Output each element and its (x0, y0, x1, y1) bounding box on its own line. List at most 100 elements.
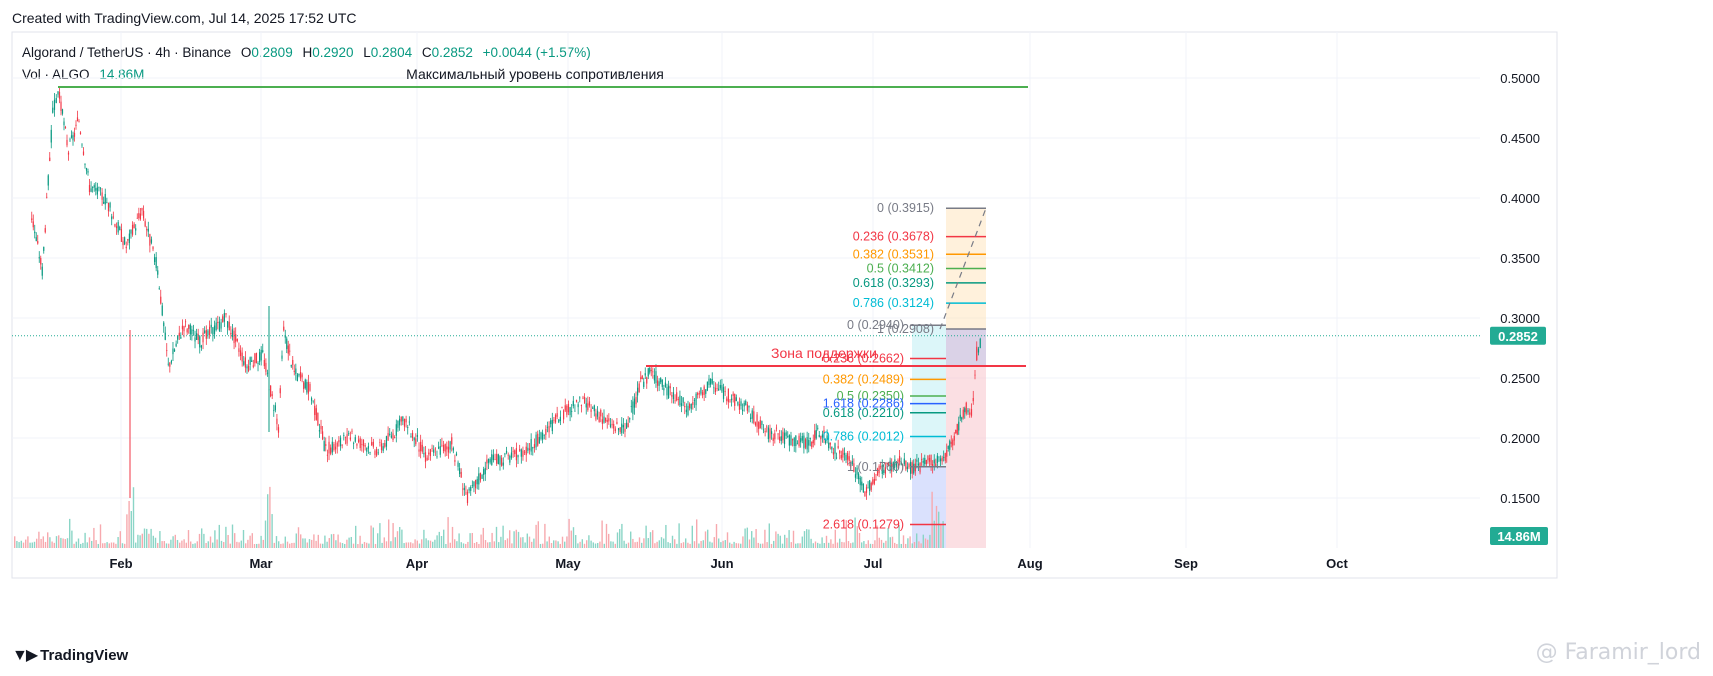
candle-body (738, 403, 741, 410)
candle-body (135, 228, 137, 231)
volume-bar (313, 534, 315, 548)
volume-bar (852, 542, 854, 548)
volume-bar (91, 540, 93, 548)
candle-body (152, 246, 154, 250)
volume-bar (856, 526, 858, 548)
volume-bar (434, 539, 436, 548)
candle-body (296, 374, 298, 382)
volume-bar (291, 542, 293, 548)
candle-body (183, 325, 185, 332)
candle-body (125, 246, 127, 249)
candle-body (900, 461, 902, 465)
candle-body (98, 186, 100, 188)
candle-body (535, 434, 537, 448)
volume-bar (60, 537, 62, 548)
candle-body (779, 436, 781, 441)
volume-bar (533, 538, 535, 548)
volume-bar (927, 539, 929, 548)
candle-body (92, 187, 94, 188)
volume-bar (47, 532, 49, 548)
volume-bar (40, 538, 42, 548)
volume-bar (920, 543, 922, 548)
candle-body (239, 350, 242, 356)
volume-bar (418, 543, 421, 548)
volume-bar (99, 524, 102, 548)
candle-body (563, 410, 565, 420)
volume-bar (680, 543, 682, 548)
candle-body (85, 167, 88, 171)
volume-bar (594, 543, 597, 548)
volume-bar (863, 541, 865, 548)
symbol-title[interactable]: Algorand / TetherUS · 4h · Binance (22, 45, 232, 60)
volume-bar (300, 534, 302, 548)
volume-bar (722, 540, 724, 548)
volume-bar (201, 528, 203, 548)
volume-bar (429, 540, 432, 548)
volume-bar (667, 542, 669, 548)
tradingview-logo[interactable]: ▼▶ TradingView (12, 645, 128, 665)
volume-bar (570, 530, 572, 548)
candle-body (758, 422, 760, 430)
candle-body (76, 117, 79, 122)
candle-body (199, 336, 201, 348)
volume-bar (700, 540, 702, 548)
candle-body (567, 403, 570, 413)
candle-body (953, 435, 955, 441)
volume-bar (390, 541, 392, 548)
volume-bar (819, 543, 821, 548)
candle-body (533, 444, 536, 449)
candle-body (532, 447, 534, 449)
volume-bar (887, 527, 889, 548)
candle-body (466, 491, 469, 503)
candle-body (397, 420, 399, 428)
volume-bar (812, 543, 814, 548)
fib-overlap-zone (946, 329, 986, 366)
candle-body (522, 450, 524, 457)
volume-bar (898, 525, 900, 548)
candle-body (322, 431, 324, 440)
volume-bar (304, 538, 306, 548)
candle-body (227, 321, 229, 328)
candle-body (864, 491, 866, 497)
candle-body (689, 403, 691, 409)
candle-body (935, 463, 937, 467)
candle-body (293, 370, 295, 372)
candle-body (394, 437, 396, 438)
volume-bar (84, 532, 86, 548)
candle-body (548, 425, 550, 433)
candle-body (950, 442, 952, 444)
volume-bar (537, 521, 539, 548)
volume-bar (187, 530, 190, 548)
volume-bar (14, 536, 16, 548)
candle-body (408, 421, 410, 423)
candle-body (163, 322, 165, 327)
volume-bar (286, 541, 289, 548)
volume-bar (729, 542, 731, 548)
candle-body (903, 458, 905, 465)
candle-body (119, 226, 121, 230)
candle-body (726, 398, 728, 402)
volume-bar (209, 536, 212, 548)
volume-bar (726, 532, 729, 548)
volume-bar (891, 536, 894, 548)
volume-bar (612, 541, 614, 548)
volume-bar (522, 537, 524, 548)
volume-bar (447, 517, 449, 548)
volume-bar (579, 541, 581, 548)
volume-bar (731, 543, 733, 548)
volume-bar (861, 542, 863, 548)
candle-body (891, 463, 893, 472)
volume-bar (77, 538, 80, 548)
candle-body (809, 437, 811, 440)
volume-bar (493, 541, 495, 548)
volume-bar (588, 535, 590, 548)
volume-tag: 14.86M (1497, 529, 1540, 544)
volume-bar (172, 536, 174, 548)
candle-body (828, 442, 830, 449)
volume-bar (341, 543, 344, 548)
candle-body (230, 332, 232, 335)
resistance-label: Максимальный уровень сопротивления (406, 66, 664, 82)
candle-body (73, 132, 76, 137)
candle-body (608, 418, 610, 422)
